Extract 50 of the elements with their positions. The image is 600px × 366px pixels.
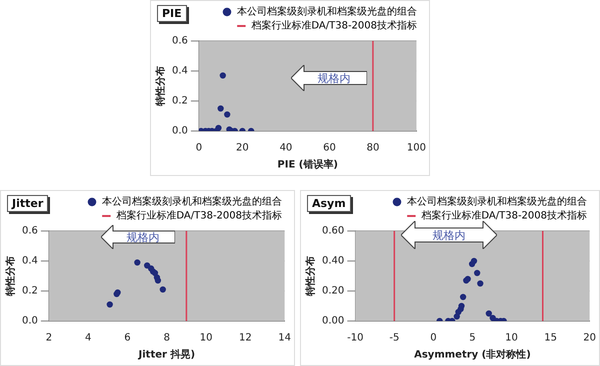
y-tick-label: 0.20 (322, 286, 344, 297)
x-tick-label: 10 (200, 332, 212, 344)
x-tick-label: 12 (238, 332, 252, 344)
legend-label: 档案行业标准DA/T38-2008技术指标 (250, 20, 417, 32)
x-axis-title: Asymmetry (非对称性) (414, 348, 531, 361)
chart-title: Asym (307, 195, 351, 212)
y-tick-label: 0.6 (22, 226, 38, 237)
annotation: 规格内 (126, 230, 160, 244)
x-tick-label: 80 (366, 142, 380, 154)
chart-title: Jitter (7, 195, 48, 212)
x-tick-label: 100 (406, 142, 426, 154)
x-tick-label: 20 (236, 142, 249, 154)
x-tick-label: -5 (389, 332, 400, 344)
y-tick-label: 0.0 (172, 126, 188, 137)
x-tick-label: 4 (85, 332, 92, 344)
x-tick-label: 40 (280, 142, 292, 154)
x-tick-label: 5 (469, 332, 476, 344)
x-tick-label: 6 (124, 332, 131, 344)
x-axis-title: PIE (错误率) (277, 158, 338, 171)
x-tick-label: 0 (430, 332, 437, 344)
chart-title: PIE (157, 5, 187, 22)
legend-label: 本公司档案级刻录机和档案级光盘的组合 (102, 196, 282, 208)
y-tick-label: 0.2 (22, 286, 38, 297)
y-axis-title: 特性分布 (4, 256, 17, 297)
y-tick-label: 0.6 (172, 36, 188, 47)
legend-label: 档案行业标准DA/T38-2008技术指标 (420, 210, 587, 222)
y-tick-label: 0.40 (322, 256, 344, 267)
y-tick-label: 0.4 (172, 66, 188, 77)
x-tick-label: 15 (544, 332, 557, 344)
y-tick-label: 0.60 (322, 226, 344, 237)
x-tick-label: -10 (347, 332, 364, 344)
legend-label: 档案行业标准DA/T38-2008技术指标 (115, 210, 282, 222)
x-tick-label: 20 (583, 332, 596, 344)
annotation: 规格内 (432, 228, 466, 242)
x-tick-label: 0 (196, 142, 202, 154)
y-tick-label: 0.00 (322, 316, 344, 327)
x-tick-label: 8 (164, 332, 170, 344)
x-tick-label: 10 (505, 332, 518, 344)
annotation: 规格内 (316, 70, 350, 86)
y-axis-title: 特性分布 (154, 66, 167, 107)
y-axis-title: 特性分布 (304, 256, 317, 297)
legend-label: 本公司档案级刻录机和档案级光盘的组合 (237, 6, 417, 18)
x-tick-label: 60 (323, 142, 336, 154)
x-axis-title: Jitter 抖晃) (138, 348, 196, 361)
y-tick-label: 0.2 (172, 96, 188, 107)
x-tick-label: 2 (46, 332, 52, 344)
y-tick-label: 0.0 (22, 316, 38, 327)
x-tick-label: 14 (278, 332, 292, 344)
y-tick-label: 0.4 (22, 256, 38, 267)
legend-label: 本公司档案级刻录机和档案级光盘的组合 (407, 196, 587, 208)
